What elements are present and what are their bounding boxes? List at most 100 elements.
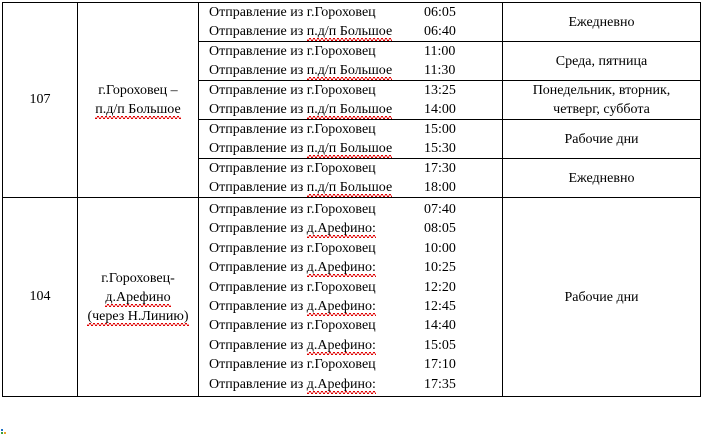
spellcheck-flagged-text: д.Арефино: bbox=[306, 376, 376, 392]
spellcheck-flagged-text: п.д/п Большое bbox=[306, 63, 393, 78]
route-name-line: г.Гороховец- bbox=[101, 270, 175, 286]
table-row: Отправление из г.Гороховец 11:00 Отправл… bbox=[3, 41, 701, 81]
trip-line: Отправление из г.Гороховец 14:40 bbox=[199, 316, 502, 335]
trip-label: Отправление из г.Гороховец bbox=[209, 240, 376, 256]
trip-line: Отправление из г.Гороховец 10:00 bbox=[199, 239, 502, 258]
spellcheck-flagged-text: п.д/п Большое bbox=[306, 102, 393, 117]
trip-label: Отправление из д.Арефино: bbox=[209, 299, 376, 315]
days-cell: Ежедневно bbox=[502, 158, 701, 198]
table-row: Отправление из г.Гороховец 15:00 Отправл… bbox=[3, 119, 701, 159]
trip-label: Отправление из г.Гороховец bbox=[209, 357, 376, 373]
trip-line: Отправление из п.д/п Большое 06:40 bbox=[199, 22, 502, 41]
days-cell: Рабочие дни bbox=[502, 196, 701, 398]
spellcheck-flagged-text: п.д/п Большое bbox=[306, 180, 393, 195]
days-cell: Понедельник, вторник, четверг, суббота bbox=[502, 80, 701, 120]
trip-block-cell: Отправление из г.Гороховец 15:00 Отправл… bbox=[198, 119, 503, 159]
table-move-handle[interactable] bbox=[1, 429, 6, 435]
trip-line: Отправление из д.Арефино: 17:35 bbox=[199, 375, 502, 394]
trip-line: Отправление из п.д/п Большое 18:00 bbox=[199, 178, 502, 197]
route-name-line: д.Арефино bbox=[78, 288, 198, 307]
trip-label: Отправление из г.Гороховец bbox=[209, 318, 376, 334]
trip-line: Отправление из п.д/п Большое 14:00 bbox=[199, 100, 502, 119]
spellcheck-flagged-text: д.Арефино: bbox=[306, 221, 376, 237]
trip-label: Отправление из п.д/п Большое bbox=[209, 180, 393, 195]
trip-time: 06:05 bbox=[424, 5, 456, 20]
table-row: 104 г.Гороховец- д.Арефино (через Н.Лини… bbox=[2, 196, 701, 398]
trip-time: 17:10 bbox=[424, 357, 456, 373]
trip-label: Отправление из п.д/п Большое bbox=[209, 102, 393, 117]
trip-line: Отправление из г.Гороховец 12:20 bbox=[199, 278, 502, 297]
spellcheck-flagged-text: д.Арефино: bbox=[306, 299, 376, 315]
trip-label: Отправление из п.д/п Большое bbox=[209, 141, 393, 156]
trip-line: Отправление из г.Гороховец 13:25 bbox=[199, 81, 502, 100]
trip-time: 18:00 bbox=[424, 180, 456, 195]
trip-line: Отправление из д.Арефино: 08:05 bbox=[199, 219, 502, 238]
route-number-cell-107: 107 bbox=[2, 2, 78, 198]
table-row: Отправление из г.Гороховец 13:25 Отправл… bbox=[3, 80, 701, 120]
trip-block-cell: Отправление из г.Гороховец 11:00 Отправл… bbox=[198, 41, 503, 81]
spellcheck-flagged-text: д.Арефино: bbox=[306, 337, 376, 353]
table-row: Отправление из г.Гороховец 17:30 Отправл… bbox=[3, 158, 701, 198]
trip-time: 11:30 bbox=[424, 63, 456, 78]
trip-line: Отправление из п.д/п Большое 11:30 bbox=[199, 61, 502, 80]
trip-line: Отправление из д.Арефино: 12:45 bbox=[199, 297, 502, 316]
trip-label: Отправление из д.Арефино: bbox=[209, 376, 376, 392]
trip-label: Отправление из г.Гороховец bbox=[209, 161, 376, 176]
route-name-line: г.Гороховец – bbox=[98, 83, 178, 98]
trip-time: 13:25 bbox=[424, 83, 456, 98]
trip-time: 14:00 bbox=[424, 102, 456, 117]
days-cell: Ежедневно bbox=[502, 2, 701, 42]
trip-time: 07:40 bbox=[424, 202, 456, 217]
trip-block-cell: Отправление из г.Гороховец 06:05 Отправл… bbox=[198, 2, 503, 42]
spellcheck-flagged-text: д.Арефино: bbox=[306, 260, 376, 276]
trip-label: Отправление из г.Гороховец bbox=[209, 5, 376, 20]
route-name-line: (через Н.Линию) bbox=[78, 307, 198, 326]
trip-line: Отправление из п.д/п Большое 15:30 bbox=[199, 139, 502, 158]
trip-time: 17:35 bbox=[424, 376, 456, 392]
trip-time: 12:20 bbox=[424, 279, 456, 295]
trip-time: 12:45 bbox=[424, 299, 456, 315]
trip-label: Отправление из г.Гороховец bbox=[209, 202, 376, 217]
trip-time: 17:30 bbox=[424, 161, 456, 176]
trip-line: Отправление из г.Гороховец 11:00 bbox=[199, 42, 502, 61]
route-name-cell-104: г.Гороховец- д.Арефино (через Н.Линию) bbox=[77, 196, 199, 398]
spellcheck-flagged-text: п.д/п Большое bbox=[95, 102, 181, 117]
trip-time: 06:40 bbox=[424, 24, 456, 39]
trip-block-cell: Отправление из г.Гороховец 07:40 Отправл… bbox=[198, 196, 503, 398]
trip-label: Отправление из д.Арефино: bbox=[209, 260, 376, 276]
trip-time: 15:05 bbox=[424, 337, 456, 353]
trip-line: Отправление из г.Гороховец 07:40 bbox=[199, 200, 502, 219]
trip-line: Отправление из г.Гороховец 17:30 bbox=[199, 159, 502, 178]
trip-line: Отправление из г.Гороховец 06:05 bbox=[199, 3, 502, 22]
trip-time: 08:05 bbox=[424, 221, 456, 237]
days-line: четверг, суббота bbox=[553, 102, 650, 117]
trip-line: Отправление из д.Арефино: 10:25 bbox=[199, 258, 502, 277]
route-name-cell-107: г.Гороховец – п.д/п Большое bbox=[77, 2, 199, 198]
spellcheck-flagged-text: д.Арефино bbox=[105, 289, 171, 305]
trip-time: 14:40 bbox=[424, 318, 456, 334]
spellcheck-flagged-text: п.д/п Большое bbox=[306, 141, 393, 156]
trip-label: Отправление из д.Арефино: bbox=[209, 337, 376, 353]
trip-label: Отправление из г.Гороховец bbox=[209, 279, 376, 295]
trip-time: 15:00 bbox=[424, 122, 456, 137]
trip-block-cell: Отправление из г.Гороховец 17:30 Отправл… bbox=[198, 158, 503, 198]
trip-label: Отправление из п.д/п Большое bbox=[209, 24, 393, 39]
trip-label: Отправление из г.Гороховец bbox=[209, 122, 376, 137]
route-number-cell-104: 104 bbox=[2, 196, 78, 398]
spellcheck-flagged-text: п.д/п Большое bbox=[306, 24, 393, 39]
trip-line: Отправление из г.Гороховец 17:10 bbox=[199, 355, 502, 374]
trip-line: Отправление из г.Гороховец 15:00 bbox=[199, 120, 502, 139]
trip-time: 10:25 bbox=[424, 260, 456, 276]
trip-label: Отправление из п.д/п Большое bbox=[209, 63, 393, 78]
trip-time: 11:00 bbox=[424, 44, 456, 59]
trip-block-cell: Отправление из г.Гороховец 13:25 Отправл… bbox=[198, 80, 503, 120]
trip-time: 10:00 bbox=[424, 240, 456, 256]
trip-label: Отправление из г.Гороховец bbox=[209, 83, 376, 98]
route-name-line: п.д/п Большое bbox=[78, 100, 198, 119]
days-cell: Рабочие дни bbox=[502, 119, 701, 159]
trip-line: Отправление из д.Арефино: 15:05 bbox=[199, 336, 502, 355]
spellcheck-flagged-text: (через Н.Линию) bbox=[87, 308, 189, 324]
trip-label: Отправление из д.Арефино: bbox=[209, 221, 376, 237]
bus-schedule-table: 107 г.Гороховец – п.д/п Большое Отправле… bbox=[2, 2, 701, 398]
